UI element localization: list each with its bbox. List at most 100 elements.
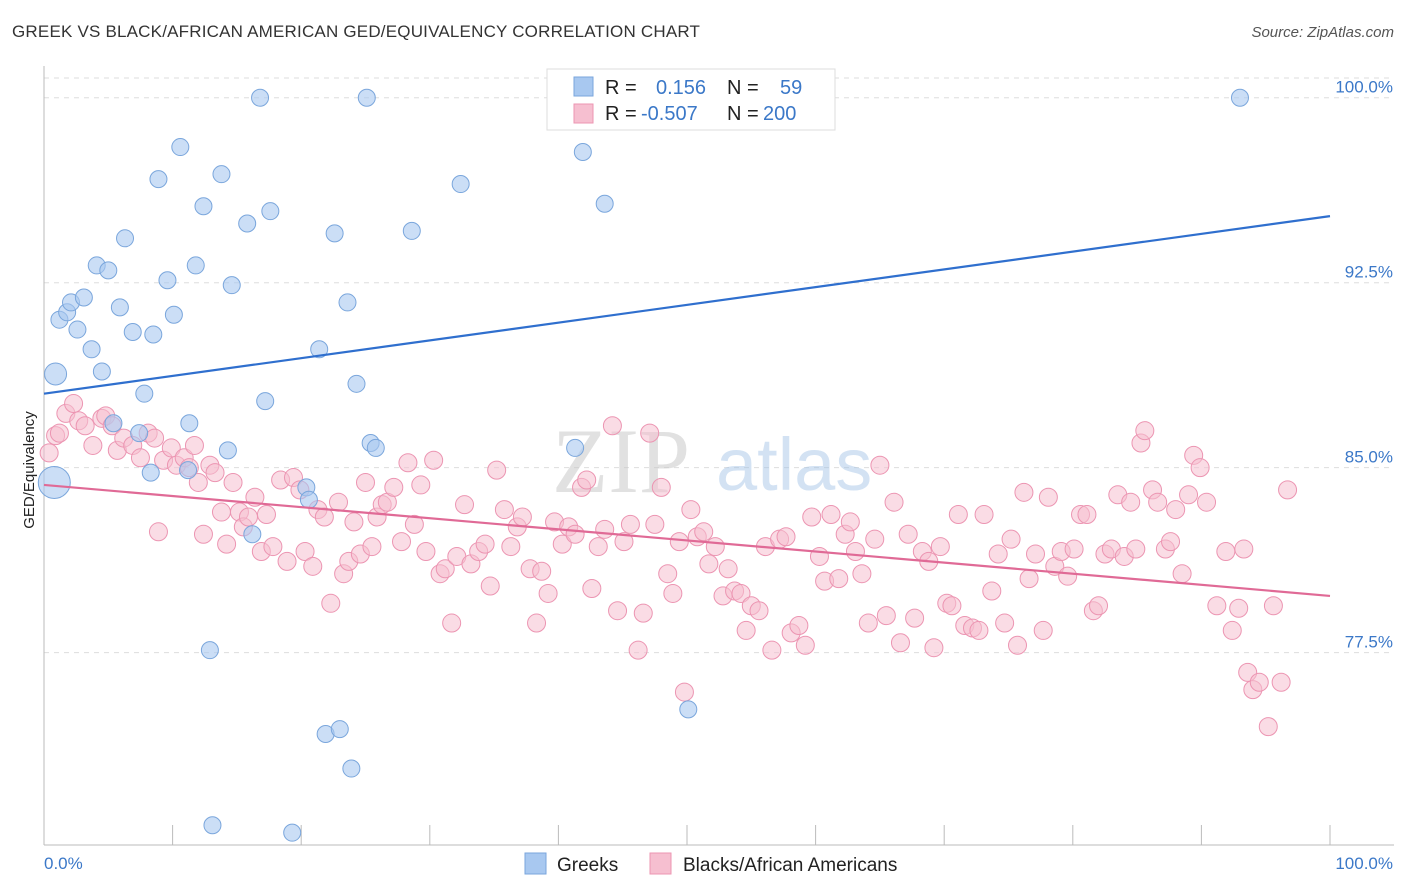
blacks-point [527,613,547,633]
greeks-point [347,374,366,393]
greeks-point [310,340,329,359]
greeks-point [135,384,154,403]
blacks-point [532,561,552,581]
blacks-trend-line [43,483,1331,598]
source-label: Source: ZipAtlas.com [1251,24,1394,41]
blacks-point [898,524,918,544]
blacks-point [161,438,181,458]
blacks-point [876,606,896,626]
blacks-point [870,455,890,475]
blacks-point [858,613,878,633]
blacks-point [435,559,455,579]
blacks-point [552,534,572,554]
blacks-point [442,613,462,633]
blacks-point [669,532,689,552]
blacks-point [1058,566,1078,586]
greeks-point [595,194,614,213]
greeks-point [130,424,149,443]
bottom-legend-greeks: Greeks [557,855,618,876]
blacks-point [1089,596,1109,616]
greeks-point [402,221,421,240]
x-tick-label-min: 0.0% [44,854,83,873]
blacks-point [328,492,348,512]
blacks-point [1166,500,1186,520]
blacks-point [295,542,315,562]
greeks-point [92,362,111,381]
greeks-point [222,276,241,295]
blacks-point [75,416,95,436]
blacks-point [1019,569,1039,589]
blacks-point [416,542,436,562]
blacks-point [1077,505,1097,525]
top-legend: R = 0.156 N = 59 R = -0.507 N = 200 [546,68,836,131]
y-tick-label: 100.0% [1335,78,1393,97]
blacks-point [651,477,671,497]
blacks-point [749,601,769,621]
greeks-point [1230,88,1249,107]
blacks-point [1001,529,1021,549]
blacks-point [948,505,968,525]
greeks-point [194,197,213,216]
blacks-point [924,638,944,658]
greeks-point [366,438,385,457]
greeks-point [141,463,160,482]
blacks-point [1207,596,1227,616]
blacks-point [321,593,341,613]
greeks-point [158,271,177,290]
blacks-point [184,435,204,455]
blacks-point [217,534,237,554]
blacks-point [969,620,989,640]
blacks-point [1190,458,1210,478]
y-tick-label: 85.0% [1345,448,1393,467]
greeks-point [186,256,205,275]
blacks-point [802,507,822,527]
greeks-point [679,700,698,719]
blacks-point [884,492,904,512]
greeks-point [261,202,280,221]
blacks-point [1197,492,1217,512]
blacks-point [995,613,1015,633]
greeks-point [566,438,585,457]
blacks-point [930,537,950,557]
greeks-point [68,320,87,339]
blacks-point [663,583,683,603]
blacks-point [821,505,841,525]
blacks-point [620,514,640,534]
blacks-point [681,500,701,520]
blacks-point [1026,544,1046,564]
blacks-point [628,640,648,660]
x-tick-label-max: 100.0% [1335,854,1393,873]
greeks-point [357,88,376,107]
greeks-point [218,441,237,460]
blacks-point [538,583,558,603]
blacks-point [64,394,84,414]
greeks-point [330,720,349,739]
blacks-point [1216,542,1236,562]
blacks-point [845,542,865,562]
watermark: ZIP atlas [552,410,872,512]
blacks-point [145,428,165,448]
greeks-point [110,298,129,317]
blacks-point [718,559,738,579]
greeks-point [180,414,199,433]
greeks-point [338,293,357,312]
blacks-point [1121,492,1141,512]
blacks-point [1278,480,1298,500]
greeks-point [238,214,257,233]
blacks-point [148,522,168,542]
blacks-point [588,537,608,557]
blacks-point [344,512,364,532]
blacks-point [809,546,829,566]
blacks-point [829,569,849,589]
legend-n-greeks: 59 [780,77,802,99]
blacks-point [982,581,1002,601]
blacks-point [1008,635,1028,655]
bottom-legend-blacks: Blacks/African Americans [683,855,897,876]
blacks-point [595,519,615,539]
blacks-point [565,524,585,544]
blacks-point [193,524,213,544]
blacks-point [645,514,665,534]
blacks-point [582,579,602,599]
blacks-point [314,507,334,527]
blacks-point [795,635,815,655]
